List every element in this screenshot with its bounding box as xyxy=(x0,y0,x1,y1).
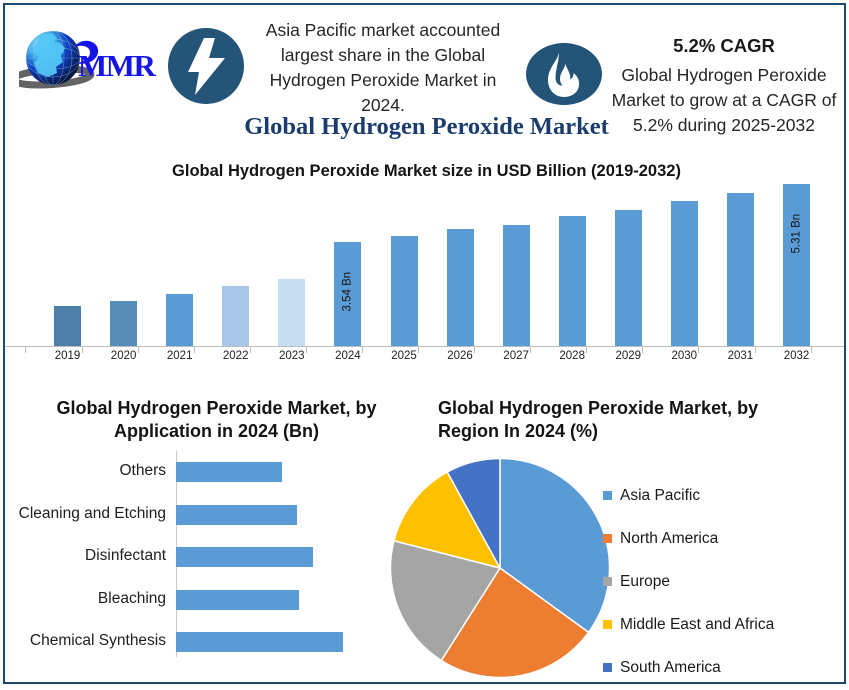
svg-text:MMR: MMR xyxy=(78,48,157,83)
